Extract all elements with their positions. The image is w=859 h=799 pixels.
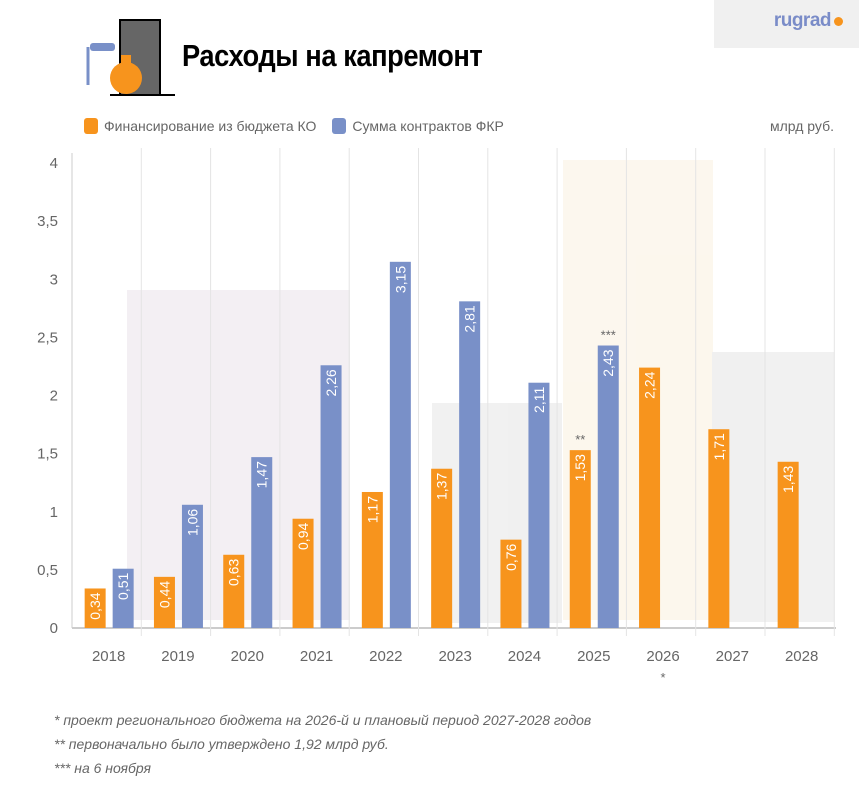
data-label: 0,34	[87, 592, 103, 619]
bar	[708, 429, 730, 628]
data-label: 1,47	[254, 461, 270, 488]
data-label: 2,81	[462, 305, 478, 332]
footnote: ** первоначально было утверждено 1,92 мл…	[54, 736, 389, 752]
bar	[320, 365, 342, 628]
page-title: Расходы на капремонт	[182, 38, 483, 73]
bar	[181, 504, 203, 628]
y-tick-label: 1	[50, 504, 58, 521]
x-tick-label: 2018	[92, 648, 125, 665]
data-label: 2,11	[531, 387, 547, 413]
y-tick-label: 0	[50, 620, 58, 637]
y-tick-label: 2	[50, 388, 58, 405]
y-tick-label: 3	[50, 271, 58, 288]
y-tick-label: 1,5	[37, 446, 58, 463]
bar	[292, 518, 314, 628]
data-label: 0,76	[503, 543, 519, 570]
legend-item: Сумма контрактов ФКР	[332, 118, 504, 134]
bar	[251, 457, 273, 628]
x-tick-label: 2026	[646, 648, 679, 665]
data-label: 1,71	[711, 433, 727, 460]
data-label: 1,43	[780, 466, 796, 493]
x-tick-label: 2025	[577, 648, 610, 665]
data-label: 0,94	[295, 523, 311, 550]
legend: Финансирование из бюджета КО Сумма контр…	[84, 118, 504, 134]
footnote: *** на 6 ноября	[54, 760, 151, 776]
bar-footnote-mark: **	[575, 432, 585, 447]
bar	[223, 554, 245, 628]
bar	[84, 588, 106, 628]
x-tick-label: 2028	[785, 648, 818, 665]
footnotes: * проект регионального бюджета на 2026-й…	[54, 708, 591, 780]
x-tick-label: 2019	[161, 648, 194, 665]
data-label: 3,15	[392, 266, 408, 293]
data-label: 0,44	[156, 581, 172, 608]
bar	[459, 301, 481, 628]
x-tick-label: 2020	[231, 648, 264, 665]
bar	[112, 568, 134, 628]
data-label: 2,26	[323, 369, 339, 396]
y-tick-label: 0,5	[37, 562, 58, 579]
header-icon	[86, 19, 175, 96]
legend-swatch	[84, 118, 98, 134]
data-label: 1,17	[364, 496, 380, 523]
data-label: 1,06	[184, 509, 200, 536]
data-label: 1,53	[572, 454, 588, 481]
bar	[528, 382, 550, 628]
x-tick-label: 2022	[369, 648, 402, 665]
x-tick-label: 2024	[508, 648, 541, 665]
bar	[389, 261, 411, 628]
bar	[431, 468, 453, 628]
data-label: 1,37	[434, 473, 450, 500]
x-tick-label: 2021	[300, 648, 333, 665]
bar	[500, 539, 522, 628]
category-footnote-mark: *	[661, 670, 666, 685]
bar	[597, 345, 619, 628]
x-tick-label: 2027	[716, 648, 749, 665]
bar	[569, 450, 591, 628]
y-tick-label: 2,5	[37, 329, 58, 346]
brand-dot-icon	[834, 17, 843, 26]
x-tick-label: 2023	[438, 648, 471, 665]
bar	[361, 491, 383, 628]
y-tick-label: 4	[50, 155, 58, 172]
bar	[777, 461, 799, 628]
legend-swatch	[332, 118, 347, 134]
unit-label: млрд руб.	[769, 118, 834, 134]
data-label: 0,63	[226, 559, 242, 586]
data-label: 0,51	[115, 573, 131, 600]
brand-logo: rugrad	[714, 0, 859, 48]
footnote: * проект регионального бюджета на 2026-й…	[54, 712, 592, 728]
legend-item: Финансирование из бюджета КО	[84, 118, 316, 134]
bar	[639, 367, 661, 628]
data-label: 2,43	[600, 349, 616, 376]
y-tick-label: 3,5	[37, 213, 58, 230]
bar	[153, 576, 175, 628]
bar-footnote-mark: ***	[601, 328, 616, 343]
data-label: 2,24	[642, 371, 658, 398]
